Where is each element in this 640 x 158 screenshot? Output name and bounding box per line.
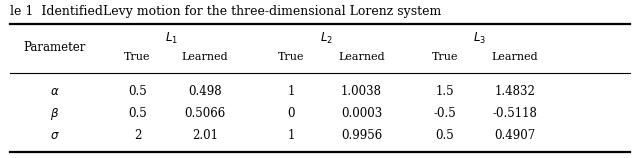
Text: 0.4907: 0.4907 bbox=[495, 129, 536, 142]
Text: 1.5: 1.5 bbox=[435, 85, 454, 98]
Text: 0.5: 0.5 bbox=[435, 129, 454, 142]
Text: True: True bbox=[124, 52, 151, 62]
Text: 1.0038: 1.0038 bbox=[341, 85, 382, 98]
Text: 0.9956: 0.9956 bbox=[341, 129, 382, 142]
Text: 0.5: 0.5 bbox=[128, 85, 147, 98]
Text: 0.498: 0.498 bbox=[188, 85, 221, 98]
Text: 2.01: 2.01 bbox=[192, 129, 218, 142]
Text: 2: 2 bbox=[134, 129, 141, 142]
Text: $\sigma$: $\sigma$ bbox=[49, 129, 60, 142]
Text: 1.4832: 1.4832 bbox=[495, 85, 536, 98]
Text: Learned: Learned bbox=[492, 52, 538, 62]
Text: 1: 1 bbox=[287, 129, 295, 142]
Text: Parameter: Parameter bbox=[23, 41, 86, 54]
Text: $L_3$: $L_3$ bbox=[474, 31, 486, 46]
Text: -0.5: -0.5 bbox=[433, 107, 456, 120]
Text: Learned: Learned bbox=[182, 52, 228, 62]
Text: True: True bbox=[278, 52, 305, 62]
Text: 1: 1 bbox=[287, 85, 295, 98]
Text: $\alpha$: $\alpha$ bbox=[50, 85, 59, 98]
Text: 0: 0 bbox=[287, 107, 295, 120]
Text: True: True bbox=[431, 52, 458, 62]
Text: le 1  IdentifiedLevy motion for the three-dimensional Lorenz system: le 1 IdentifiedLevy motion for the three… bbox=[10, 5, 441, 18]
Text: $\beta$: $\beta$ bbox=[50, 106, 59, 122]
Text: 0.5: 0.5 bbox=[128, 107, 147, 120]
Text: Learned: Learned bbox=[339, 52, 385, 62]
Text: $L_2$: $L_2$ bbox=[320, 31, 333, 46]
Text: 0.0003: 0.0003 bbox=[341, 107, 382, 120]
Text: $L_1$: $L_1$ bbox=[165, 31, 178, 46]
Text: 0.5066: 0.5066 bbox=[184, 107, 225, 120]
Text: -0.5118: -0.5118 bbox=[493, 107, 538, 120]
